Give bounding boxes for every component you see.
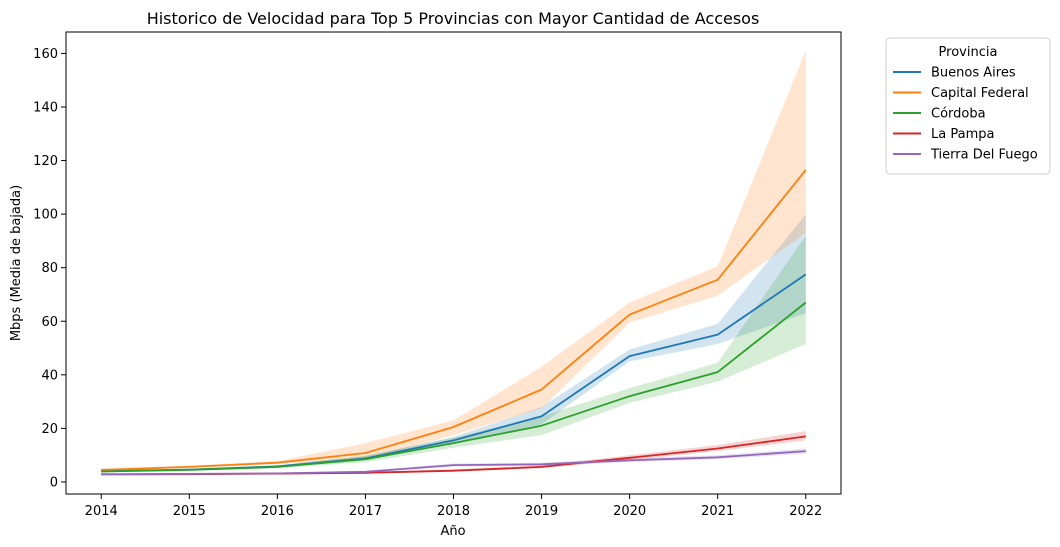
y-tick-label: 60 [41,315,58,330]
x-tick-label: 2014 [85,504,118,519]
x-tick-label: 2018 [437,504,470,519]
legend-label-3: La Pampa [931,127,994,142]
x-tick-label: 2021 [701,504,734,519]
legend-title: Provincia [939,45,998,60]
x-axis-label: Año [440,524,465,539]
x-tick-label: 2019 [525,504,558,519]
y-tick-label: 20 [41,422,58,437]
legend-label-1: Capital Federal [931,86,1029,101]
y-tick-label: 140 [33,100,58,115]
y-tick-label: 0 [50,475,58,490]
legend-label-4: Tierra Del Fuego [930,148,1038,163]
y-tick-label: 160 [33,47,58,62]
y-tick-label: 40 [41,368,58,383]
x-axis-ticks: 2014 2015 2016 2017 2018 2019 2020 2021 2022 [85,494,822,519]
x-tick-label: 2020 [613,504,646,519]
x-tick-label: 2016 [261,504,294,519]
series-line-2 [101,301,807,473]
y-axis-label: Mbps (Media de bajada) [9,185,24,341]
confidence-band-0 [101,214,806,473]
legend-label-2: Córdoba [931,107,986,122]
legend: Provincia Buenos Aires Capital Federal Cór… [885,37,1051,175]
legend-items: Buenos Aires Capital Federal Córdoba La Pam… [893,66,1038,163]
series-line-4 [101,450,806,476]
legend-frame [885,37,1051,175]
y-tick-label: 80 [41,261,58,276]
confidence-bands [101,50,806,476]
x-tick-label: 2017 [349,504,382,519]
chart-title: Historico de Velocidad para Top 5 Provin… [147,9,760,28]
y-axis-ticks: 0 20 40 60 80 100 120 140 160 [33,47,66,490]
series-lines [101,169,807,476]
y-tick-label: 120 [33,154,58,169]
y-tick-label: 100 [33,208,58,223]
x-tick-label: 2015 [173,504,206,519]
series-line-1 [101,169,807,471]
confidence-band-1 [101,50,806,471]
legend-label-0: Buenos Aires [931,66,1016,81]
x-tick-label: 2022 [789,504,822,519]
